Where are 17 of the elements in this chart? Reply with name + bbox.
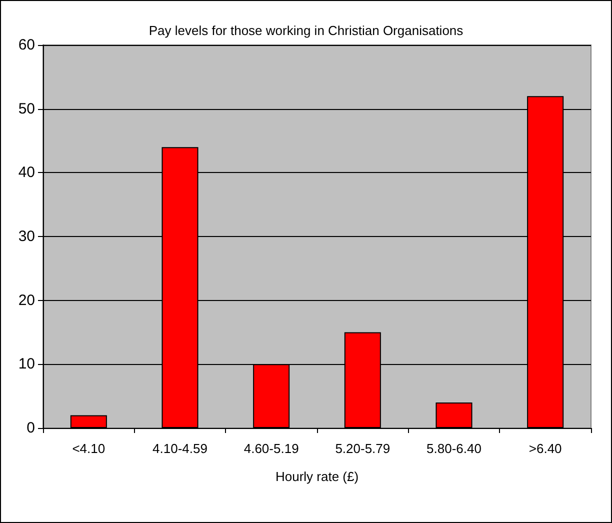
- y-tick-label: 30: [18, 228, 35, 245]
- y-tick-label: 20: [18, 292, 35, 309]
- chart-title: Pay levels for those working in Christian Organisations: [148, 23, 464, 38]
- y-tick-label: 50: [18, 100, 35, 118]
- x-tick-label: >6.40: [528, 441, 562, 456]
- x-tick-label: 4.10-4.59: [152, 441, 208, 456]
- y-tick-label: 0: [26, 420, 35, 436]
- x-axis-title: Hourly rate (£): [275, 469, 359, 484]
- bar: [70, 415, 107, 428]
- x-tick-label: 4.60-5.19: [244, 441, 299, 456]
- y-tick-label: 60: [18, 36, 35, 54]
- bar: [436, 402, 472, 428]
- y-tick-label: 40: [18, 164, 35, 182]
- x-tick-label: 5.80-6.40: [426, 441, 482, 456]
- y-tick-label: 10: [18, 356, 35, 373]
- x-tick-label: 5.20-5.79: [335, 441, 390, 456]
- x-tick-label: <4.10: [72, 441, 106, 456]
